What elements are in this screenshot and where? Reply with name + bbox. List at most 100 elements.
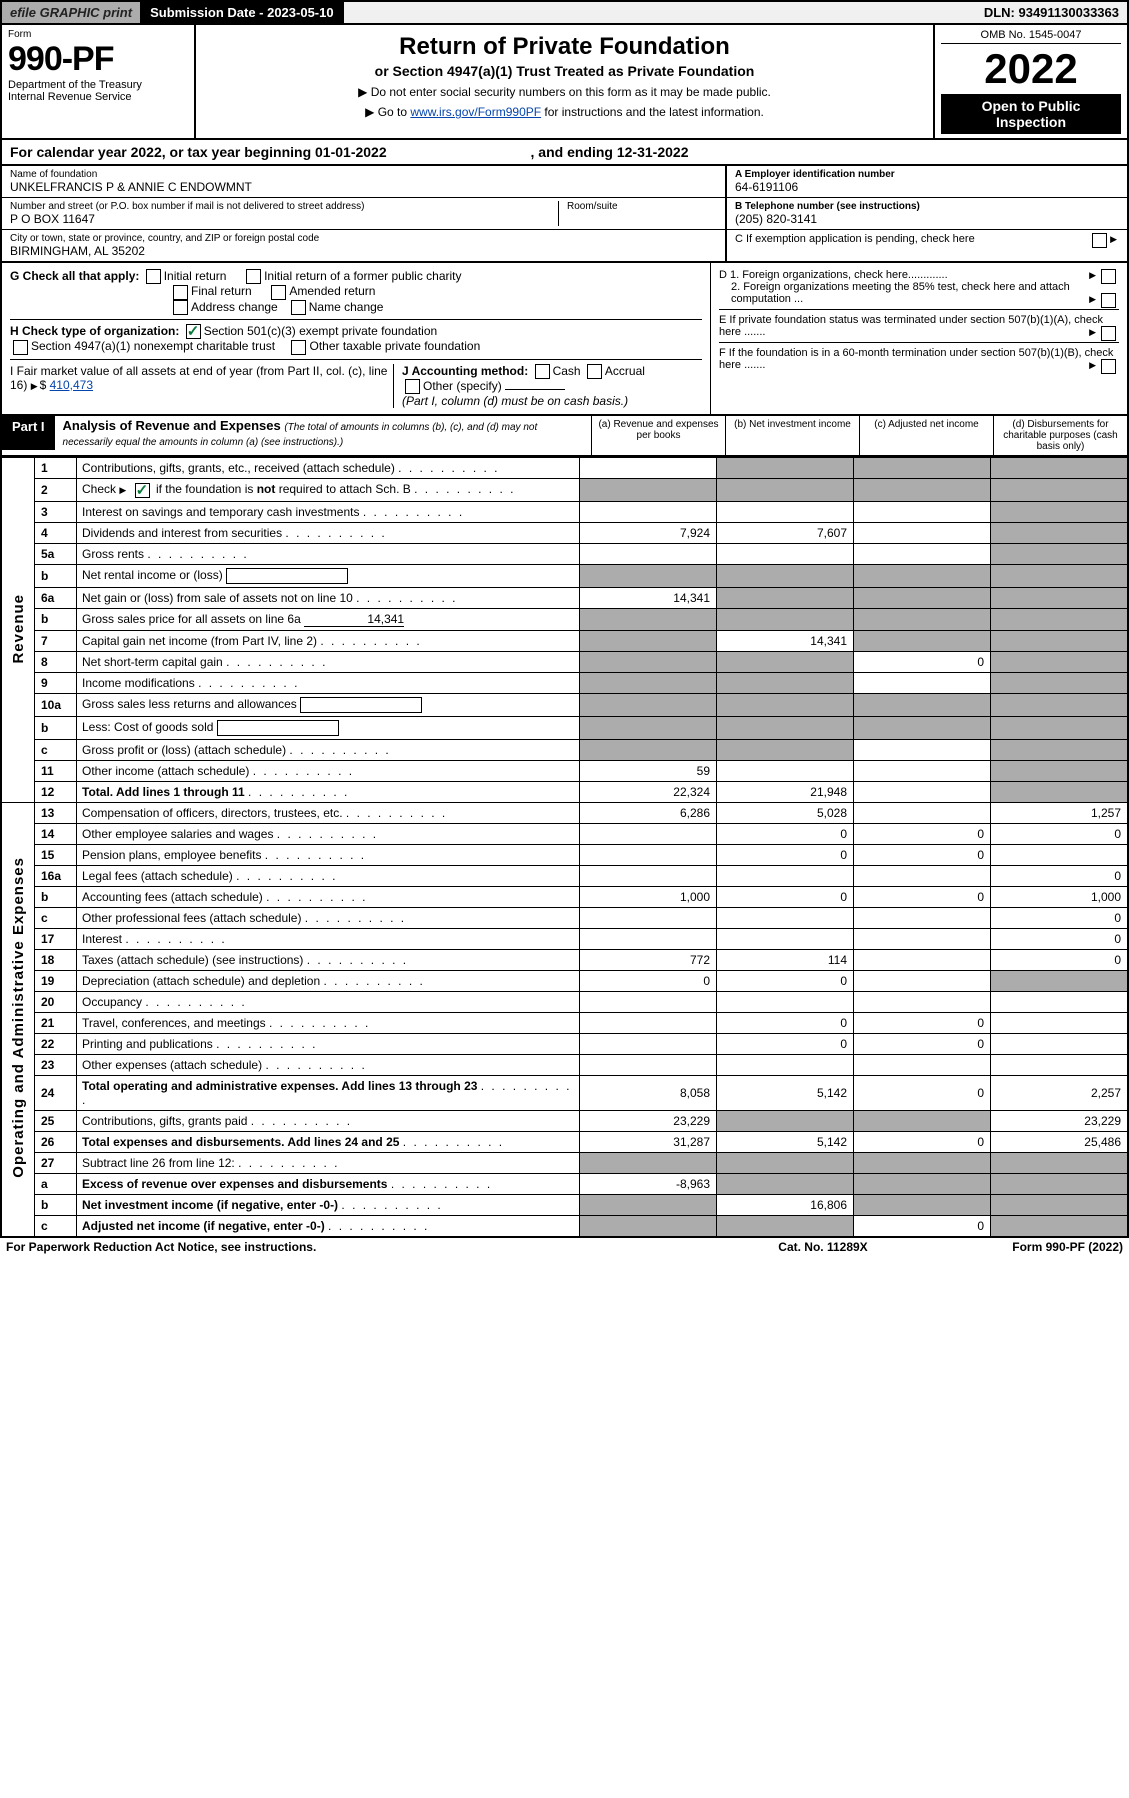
g-name-checkbox[interactable] [291,300,306,315]
grey-cell [854,564,991,587]
g-amended-checkbox[interactable] [271,285,286,300]
value-cell: 0 [717,886,854,907]
part1-label: Part I [2,416,55,450]
line-description: Adjusted net income (if negative, enter … [77,1215,580,1237]
f-checkbox[interactable] [1101,359,1116,374]
grey-cell [991,716,1129,739]
grey-cell [580,693,717,716]
value-cell: 8,058 [580,1075,717,1110]
table-row: 6aNet gain or (loss) from sale of assets… [1,587,1128,608]
table-row: 23Other expenses (attach schedule) [1,1054,1128,1075]
value-cell [580,823,717,844]
grey-cell [991,760,1129,781]
line-number: 17 [35,928,77,949]
grey-cell [717,716,854,739]
line-description: Printing and publications [77,1033,580,1054]
grey-cell [580,716,717,739]
value-cell: 14,341 [580,587,717,608]
footer-year: 2022 [1092,1240,1119,1254]
line-number: 14 [35,823,77,844]
grey-cell [991,1152,1129,1173]
identification-block: Name of foundation UNKELFRANCIS P & ANNI… [0,166,1129,263]
e-checkbox[interactable] [1101,326,1116,341]
j-accrual-checkbox[interactable] [587,364,602,379]
line-description: Total operating and administrative expen… [77,1075,580,1110]
line-description: Legal fees (attach schedule) [77,865,580,886]
j-other-checkbox[interactable] [405,379,420,394]
value-cell [854,760,991,781]
g-initial-public: Initial return of a former public charit… [264,269,461,283]
value-cell: 23,229 [580,1110,717,1131]
h-other-checkbox[interactable] [291,340,306,355]
grey-cell [991,781,1129,802]
grey-cell [991,522,1129,543]
grey-cell [717,1152,854,1173]
grey-cell [717,479,854,501]
g-addr-checkbox[interactable] [173,300,188,315]
line-description: Gross sales less returns and allowances [77,693,580,716]
line-number: 9 [35,672,77,693]
value-cell: 0 [717,844,854,865]
line-number: 6a [35,587,77,608]
g-initial-public-checkbox[interactable] [246,269,261,284]
grey-cell [991,587,1129,608]
line-description: Total. Add lines 1 through 11 [77,781,580,802]
arrow-icon [1089,359,1098,371]
table-row: bLess: Cost of goods sold [1,716,1128,739]
value-cell [717,760,854,781]
header-left: Form 990-PF Department of the Treasury I… [2,25,196,138]
form-number: 990-PF [8,40,188,79]
g-final-checkbox[interactable] [173,285,188,300]
grey-cell [991,651,1129,672]
h-opt1: Section 501(c)(3) exempt private foundat… [204,324,437,338]
h-label: H Check type of organization: [10,324,179,338]
j-cash-checkbox[interactable] [535,364,550,379]
footer-right: Form 990-PF (2022) [923,1240,1123,1254]
line-number: 8 [35,651,77,672]
g-initial: Initial return [164,269,227,283]
line-number: 5a [35,543,77,564]
line-description: Gross rents [77,543,580,564]
line-number: a [35,1173,77,1194]
table-row: 19Depreciation (attach schedule) and dep… [1,970,1128,991]
line-description: Net rental income or (loss) [77,564,580,587]
line-number: c [35,739,77,760]
value-cell [580,1012,717,1033]
grey-cell [580,739,717,760]
line-number: 7 [35,630,77,651]
grey-cell [717,739,854,760]
h-4947-checkbox[interactable] [13,340,28,355]
value-cell [717,928,854,949]
c-label: C If exemption application is pending, c… [735,233,975,245]
line-number: 24 [35,1075,77,1110]
table-row: 14Other employee salaries and wages 000 [1,823,1128,844]
d2-checkbox[interactable] [1101,293,1116,308]
city-label: City or town, state or province, country… [10,233,717,244]
value-cell: 5,142 [717,1131,854,1152]
col-d-header: (d) Disbursements for charitable purpose… [993,416,1127,455]
table-row: bAccounting fees (attach schedule) 1,000… [1,886,1128,907]
line-number: 23 [35,1054,77,1075]
grey-cell [991,608,1129,630]
irs-link[interactable]: www.irs.gov/Form990PF [410,105,541,119]
d1-checkbox[interactable] [1101,269,1116,284]
grey-cell [580,1215,717,1237]
value-cell: 23,229 [991,1110,1129,1131]
i-value-link[interactable]: 410,473 [50,378,93,392]
line-number: 12 [35,781,77,802]
value-cell [991,991,1129,1012]
grey-cell [717,458,854,479]
c-checkbox[interactable] [1092,233,1107,248]
value-cell [854,739,991,760]
table-row: 2Check if the foundation is not required… [1,479,1128,501]
table-row: 5aGross rents [1,543,1128,564]
value-cell: 0 [854,886,991,907]
value-cell [854,501,991,522]
g-initial-checkbox[interactable] [146,269,161,284]
value-cell: 0 [854,1012,991,1033]
h-501c3-checkbox[interactable] [186,324,201,339]
value-cell: 114 [717,949,854,970]
grey-cell [991,1194,1129,1215]
j-other: Other (specify) [423,379,502,393]
note-1: ▶ Do not enter social security numbers o… [202,85,927,99]
